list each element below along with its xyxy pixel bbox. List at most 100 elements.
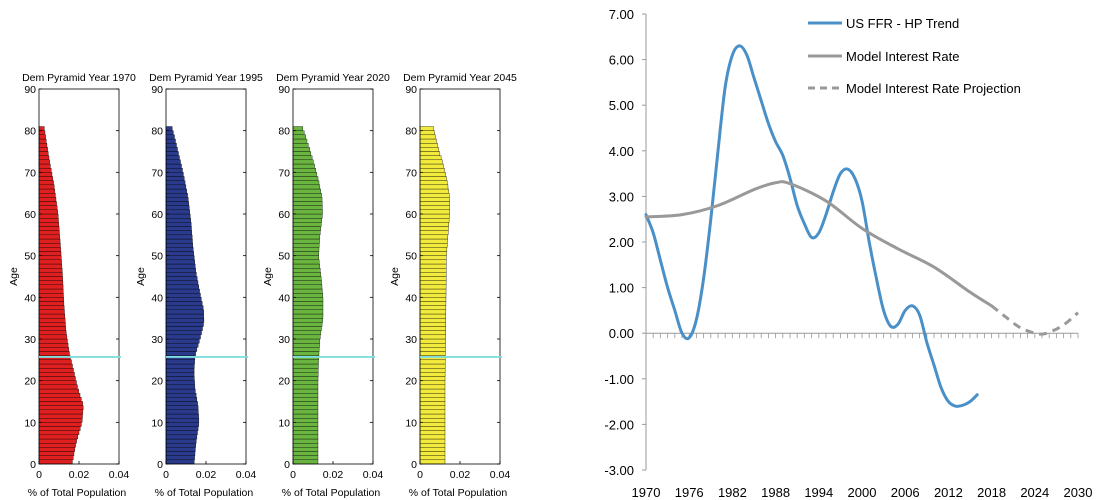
population-bar — [38, 134, 46, 140]
population-bar — [165, 422, 199, 427]
population-bar — [292, 359, 319, 365]
population-bar — [165, 409, 199, 415]
population-bar — [292, 301, 324, 306]
population-bar — [292, 284, 323, 290]
population-bar — [38, 397, 82, 402]
population-bar — [292, 238, 320, 244]
population-bar — [38, 405, 84, 411]
population-bar — [165, 326, 203, 331]
population-bar — [38, 359, 72, 365]
pyramid-y-tick-label: 50 — [278, 251, 290, 263]
pyramid-y-tick-label: 10 — [405, 417, 417, 429]
population-bar — [165, 213, 191, 219]
population-bar — [419, 151, 441, 156]
population-bar — [165, 455, 195, 461]
population-bar — [38, 276, 63, 281]
population-bar — [419, 147, 439, 152]
population-bar — [165, 188, 187, 194]
population-bar — [38, 292, 64, 298]
population-bar — [419, 247, 448, 252]
population-bar — [292, 397, 319, 402]
population-bar — [165, 376, 195, 381]
population-bar — [38, 447, 75, 452]
population-bar — [38, 367, 74, 373]
population-bar — [292, 272, 321, 277]
population-bar — [165, 234, 193, 240]
population-bar — [419, 422, 446, 427]
population-bar — [292, 276, 322, 281]
population-bar — [165, 363, 195, 369]
population-bar — [165, 297, 202, 302]
population-bar — [292, 422, 319, 427]
population-bar — [292, 159, 314, 165]
population-bar — [165, 259, 195, 265]
population-bar — [165, 367, 195, 373]
pyramid-y-axis-label: Age — [389, 267, 401, 286]
population-bar — [38, 322, 66, 327]
x-tick-label: 2006 — [891, 485, 920, 500]
population-bar — [419, 222, 449, 227]
population-bar — [38, 313, 66, 319]
population-bar — [165, 184, 187, 190]
population-bar — [419, 305, 447, 311]
population-bar — [419, 184, 449, 190]
population-bar — [165, 176, 185, 181]
population-bar — [419, 388, 446, 394]
pyramid-y-tick-label: 80 — [405, 126, 417, 138]
population-bar — [165, 392, 197, 398]
population-bar — [38, 272, 63, 277]
population-bar — [38, 201, 57, 206]
population-bar — [165, 201, 189, 206]
population-bar — [419, 330, 446, 336]
population-bar — [38, 334, 68, 340]
population-bar — [292, 155, 313, 161]
population-bar — [419, 430, 446, 436]
population-bar — [419, 255, 447, 261]
population-bar — [38, 426, 81, 431]
population-bar — [165, 242, 194, 248]
population-bar — [292, 380, 319, 386]
population-bar — [165, 288, 200, 294]
population-bar — [292, 330, 322, 336]
population-bar — [292, 176, 319, 181]
population-bar — [38, 392, 81, 398]
population-bar — [419, 367, 446, 373]
population-bar — [292, 384, 319, 390]
population-bar — [165, 338, 200, 344]
pyramid-y-tick-label: 0 — [157, 459, 163, 471]
population-bar — [292, 255, 320, 261]
population-bar — [165, 434, 198, 440]
population-bar — [419, 292, 447, 298]
population-bar — [419, 447, 446, 452]
pyramid-y-tick-label: 40 — [24, 292, 36, 304]
population-bar — [165, 384, 196, 390]
pyramid-y-tick-label: 60 — [405, 209, 417, 221]
pyramid-x-tick-label: 0.04 — [109, 469, 130, 481]
population-bar — [38, 259, 62, 265]
population-bar — [38, 205, 58, 211]
population-bar — [292, 192, 322, 198]
x-tick-label: 2000 — [848, 485, 877, 500]
population-bar — [165, 197, 189, 202]
population-bar — [165, 351, 196, 356]
pyramid-y-tick-label: 50 — [405, 251, 417, 263]
pyramid-y-axis-label: Age — [8, 267, 20, 286]
population-bar — [38, 384, 78, 390]
pyramid-y-axis-label: Age — [262, 267, 274, 286]
y-tick-label: 0.00 — [609, 326, 634, 341]
population-bar — [38, 209, 58, 215]
population-bar — [419, 205, 450, 211]
population-bar — [419, 342, 446, 348]
pyramid-y-tick-label: 90 — [24, 84, 36, 96]
population-bar — [165, 330, 202, 336]
y-tick-label: 1.00 — [609, 281, 634, 296]
population-bar — [292, 130, 305, 136]
interest-rate-line-chart: 7.00 6.00 5.00 4.00 3.00 2.00 1.00 0.00 -1.00 -2.… — [604, 7, 1092, 500]
population-bar — [292, 426, 319, 431]
population-bar — [165, 126, 173, 131]
population-bar — [292, 167, 316, 173]
population-bar — [292, 438, 319, 444]
pyramid-x-tick-label: 0 — [163, 469, 169, 481]
population-bar — [38, 305, 65, 311]
